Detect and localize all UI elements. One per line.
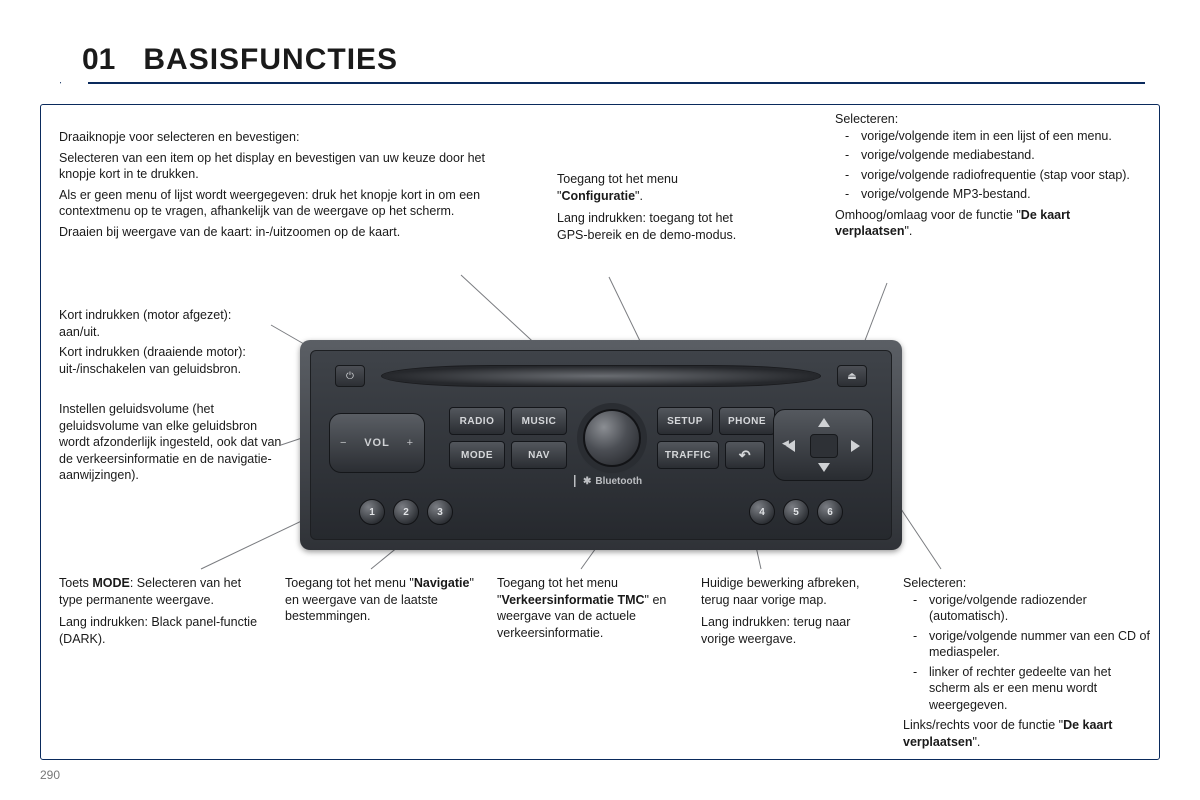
page-title: BASISFUNCTIES [133,43,398,77]
callout-traffic: Toegang tot het menu "Verkeersinformatie… [497,575,687,641]
text: Toets MODE: Selecteren van het type perm… [59,575,267,608]
text: Selecteren van een item op het display e… [59,150,489,183]
radio-head-unit: ⏻ ⏏ VOL RADIO MUSIC SETUP PHONE MODE NAV… [300,340,902,550]
arrow-up-icon[interactable] [818,418,830,427]
power-button[interactable]: ⏻ [335,365,365,387]
callout-dial: Draaiknopje voor selecteren en bevestige… [59,129,489,240]
preset-3[interactable]: 3 [427,499,453,525]
text: Lang indrukken: toegang tot het GPS-bere… [557,210,747,243]
text: Huidige bewerking afbreken, terug naar v… [701,575,881,608]
callout-setup: Toegang tot het menu "Configuratie". Lan… [557,171,747,243]
callout-nav: Toegang tot het menu "Navigatie" en weer… [285,575,475,625]
rotary-dial[interactable] [583,409,641,467]
list-item: vorige/volgende nummer van een CD of med… [903,628,1153,661]
preset-1[interactable]: 1 [359,499,385,525]
section-number: 01 [82,43,115,77]
header-tab: 01 BASISFUNCTIES [60,36,398,84]
direction-pad[interactable] [773,409,873,481]
mode-button[interactable]: MODE [449,441,505,469]
radio-button[interactable]: RADIO [449,407,505,435]
text: Instellen geluidsvolume (het geluidsvolu… [59,402,281,482]
list-item: vorige/volgende radiozender (automatisch… [903,592,1153,625]
arrow-down-icon[interactable] [818,463,830,472]
bullet-list: vorige/volgende item in een lijst of een… [835,128,1145,203]
text: Selecteren: [835,111,1145,128]
list-item: vorige/volgende MP3-bestand. [835,186,1145,203]
dpad-center[interactable] [810,434,838,458]
text: Draaien bij weergave van de kaart: in-/u… [59,224,489,241]
arrow-right-icon[interactable] [851,440,860,452]
nav-button[interactable]: NAV [511,441,567,469]
page-number: 290 [40,768,60,782]
callout-select-updown: Selecteren: vorige/volgende item in een … [835,111,1145,240]
preset-5[interactable]: 5 [783,499,809,525]
text: Lang indrukken: terug naar vorige weerga… [701,614,881,647]
back-button[interactable]: ↶ [725,441,765,469]
device-faceplate: ⏻ ⏏ VOL RADIO MUSIC SETUP PHONE MODE NAV… [310,350,892,540]
bullet-list: vorige/volgende radiozender (automatisch… [903,592,1153,714]
preset-4[interactable]: 4 [749,499,775,525]
music-button[interactable]: MUSIC [511,407,567,435]
header-rule: 01 BASISFUNCTIES [60,40,1145,84]
volume-rocker[interactable]: VOL [329,413,425,473]
preset-2[interactable]: 2 [393,499,419,525]
preset-6[interactable]: 6 [817,499,843,525]
cd-slot[interactable] [381,365,821,387]
callout-mode: Toets MODE: Selecteren van het type perm… [59,575,267,647]
text: Lang indrukken: Black panel-functie (DAR… [59,614,267,647]
bluetooth-label: ✱ Bluetooth [571,475,642,487]
text: Links/rechts voor de functie "De kaart v… [903,717,1153,750]
list-item: vorige/volgende item in een lijst of een… [835,128,1145,145]
list-item: vorige/volgende radiofrequentie (stap vo… [835,167,1145,184]
callout-power: Kort indrukken (motor afgezet): aan/uit.… [59,307,269,377]
list-item: linker of rechter gedeelte van het scher… [903,664,1153,714]
text: Kort indrukken (draaiende motor): uit-/i… [59,344,269,377]
text: Draaiknopje voor selecteren en bevestige… [59,129,489,146]
callout-volume: Instellen geluidsvolume (het geluidsvolu… [59,401,289,484]
text: Toegang tot het menu "Configuratie". [557,171,747,204]
text: Selecteren: [903,575,1153,592]
callout-back: Huidige bewerking afbreken, terug naar v… [701,575,881,647]
list-item: vorige/volgende mediabestand. [835,147,1145,164]
phone-button[interactable]: PHONE [719,407,775,435]
text: Als er geen menu of lijst wordt weergege… [59,187,489,220]
setup-button[interactable]: SETUP [657,407,713,435]
callout-select-lr: Selecteren: vorige/volgende radiozender … [903,575,1153,750]
text: Omhoog/omlaag voor de functie "De kaart … [835,207,1145,240]
traffic-button[interactable]: TRAFFIC [657,441,719,469]
eject-button[interactable]: ⏏ [837,365,867,387]
text: Kort indrukken (motor afgezet): aan/uit. [59,307,269,340]
arrow-left-icon[interactable] [786,440,795,452]
